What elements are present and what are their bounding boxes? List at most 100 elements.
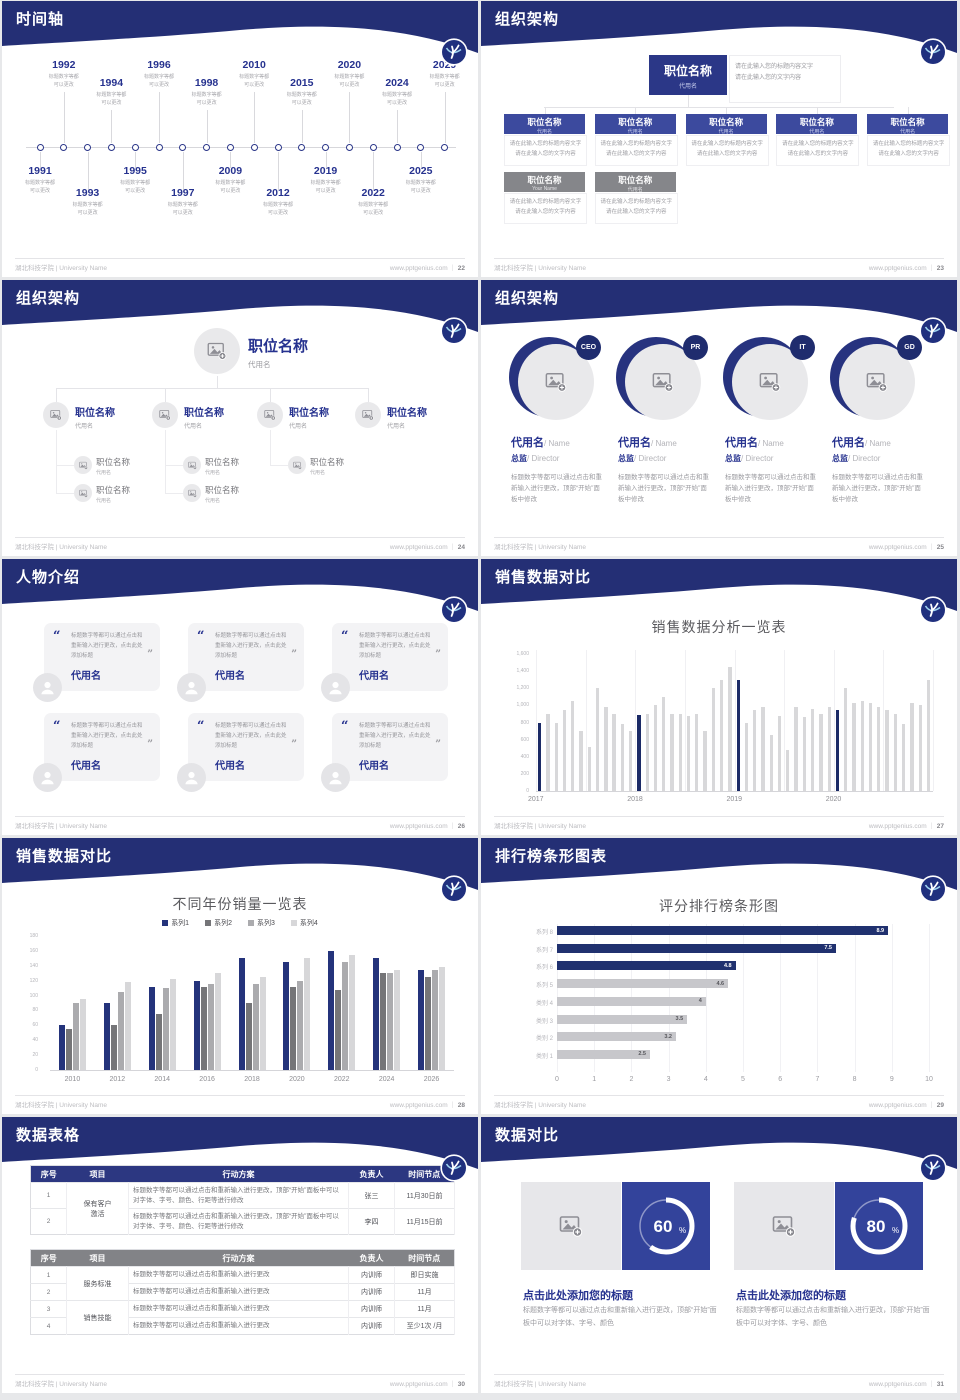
bar[interactable] [245, 1003, 252, 1070]
bar[interactable] [728, 666, 732, 791]
bar[interactable] [678, 713, 682, 791]
timeline-event[interactable]: 2012 标题数字等都 可以更改 [249, 187, 307, 216]
bar[interactable] [720, 679, 724, 791]
timeline-event[interactable]: 2024 标题数字等都 可以更改 [368, 77, 426, 106]
legend-item[interactable]: 系列3 [248, 918, 275, 928]
org-subnode[interactable]: 职位名称 代用名 [96, 484, 130, 504]
bar[interactable] [595, 688, 600, 792]
table-row[interactable]: 1 服务标准 标题数字等都可以通过点击和重新输入进行更改 内训师 即日实施 [30, 1266, 455, 1301]
bar[interactable] [868, 702, 873, 791]
org-box[interactable]: 职位名称 代用名 [504, 114, 585, 135]
timeline-dot[interactable] [345, 144, 353, 151]
slide-31-data-compare[interactable]: 数据对比 60 % 点击此处添加您的标题 标题数字等都可以通过点击和重新输入进行更改… [481, 1117, 957, 1393]
bar[interactable] [58, 1025, 65, 1070]
bar[interactable] [335, 989, 342, 1070]
timeline-dot[interactable] [322, 144, 330, 151]
bar[interactable] [387, 973, 394, 1070]
bar[interactable] [653, 705, 658, 791]
bar[interactable] [852, 702, 856, 791]
slide-22-timeline[interactable]: 时间轴 1991 标题数字等都 可以更改 1992 标题数字等都 可以更改 1993 标题数字… [2, 1, 478, 277]
bar[interactable] [304, 958, 311, 1070]
person-card[interactable]: “ 标题数字等都可以通过点击和重新输入进行更改，点击此处添加标题 ” 代用名 [44, 623, 160, 691]
bar[interactable] [297, 980, 304, 1070]
bar[interactable] [349, 954, 356, 1070]
timeline-event[interactable]: 2019 标题数字等都 可以更改 [297, 165, 355, 194]
role-card[interactable]: GD 代用名 / Name 总监 / Director 标题数字等都可以通过点击和重新… [830, 335, 928, 505]
bar[interactable] [557, 1014, 688, 1024]
slide-28-sales-grouped-chart[interactable]: 销售数据对比 不同年份销量一览表 系列1 系列2 系列3 系列4 0 20 40 60 80 10… [2, 838, 478, 1114]
table-row[interactable]: 3 销售技能 标题数字等都可以通过点击和重新输入进行更改 内训师 11月 [30, 1300, 455, 1335]
timeline-event[interactable]: 2022 标题数字等都 可以更改 [344, 187, 402, 216]
bar[interactable] [557, 996, 706, 1006]
org-box[interactable]: 职位名称 代用名 [594, 172, 676, 193]
timeline-event[interactable]: 1995 标题数字等都 可以更改 [106, 165, 164, 194]
bar[interactable] [252, 984, 259, 1070]
slide-30-data-table[interactable]: 数据表格 序号 项目 行动方案 负责人 时间节点 1 保有客户 激活 标题数字等都可以通过点击… [2, 1117, 478, 1393]
bar[interactable] [65, 1029, 72, 1070]
bar[interactable] [373, 958, 380, 1070]
org-box[interactable]: 职位名称 代用名 [867, 114, 949, 135]
timeline-dot[interactable] [179, 144, 187, 151]
timeline-event[interactable]: 1998 标题数字等都 可以更改 [178, 77, 236, 106]
org-box[interactable]: 职位名称 Your Name [504, 172, 585, 192]
slide-25-org-roles[interactable]: 组织架构 CEO 代用名 / Name 总监 / Director 标题数字等都可以通… [481, 280, 957, 556]
bar[interactable] [562, 709, 567, 791]
bar[interactable] [432, 969, 439, 1070]
bar[interactable] [557, 943, 836, 953]
person-card[interactable]: “ 标题数字等都可以通过点击和重新输入进行更改，点击此处添加标题 ” 代用名 [332, 623, 448, 691]
bar[interactable] [283, 962, 290, 1070]
bar[interactable] [571, 701, 575, 791]
bar[interactable] [777, 715, 782, 791]
bar[interactable] [910, 702, 914, 791]
org-subnode[interactable]: 职位名称 代用名 [310, 456, 344, 476]
table-row[interactable]: 1 保有客户 激活 标题数字等都可以通过点击和重新输入进行更改，顶部“开始”面板中可… [30, 1182, 455, 1235]
org-subnode[interactable]: 职位名称 代用名 [96, 456, 130, 476]
person-card[interactable]: “ 标题数字等都可以通过点击和重新输入进行更改，点击此处添加标题 ” 代用名 [44, 713, 160, 781]
org-node[interactable]: 职位名称 代用名 [289, 404, 329, 430]
timeline-dot[interactable] [131, 144, 139, 151]
bar[interactable] [885, 709, 889, 791]
timeline-dot[interactable] [369, 144, 377, 151]
bar[interactable] [604, 707, 608, 791]
bar[interactable] [193, 980, 200, 1070]
bar[interactable] [711, 688, 716, 792]
slide-27-sales-chart[interactable]: 销售数据对比 销售数据分析一览表 0 200 400 600 800 1,000 1,200… [481, 559, 957, 835]
bar[interactable] [637, 714, 641, 791]
timeline-event[interactable]: 1994 标题数字等都 可以更改 [82, 77, 140, 106]
bar[interactable] [918, 705, 922, 791]
bar[interactable] [554, 722, 558, 791]
bar[interactable] [893, 713, 897, 791]
bar[interactable] [620, 724, 625, 791]
slide-29-ranking-chart[interactable]: 排行榜条形图表 评分排行榜条形图 0 1 2 3 4 5 6 7 8 9 10 系列 8 8.9 系列 7… [481, 838, 957, 1114]
bar[interactable] [794, 707, 798, 791]
bar[interactable] [200, 986, 207, 1070]
bar[interactable] [557, 961, 736, 971]
table-row[interactable]: 4 标题数字等都可以通过点击和重新输入进行更改 内训师 至少1次 /月 [30, 1317, 455, 1335]
bar[interactable] [79, 999, 86, 1070]
timeline-event[interactable]: 1992 标题数字等都 可以更改 [35, 59, 93, 88]
table-row[interactable]: 2 标题数字等都可以通过点击和重新输入进行更改 内训师 11月 [30, 1283, 455, 1301]
bar[interactable] [827, 707, 831, 791]
timeline-dot[interactable] [393, 144, 401, 151]
slide-24-org-tree[interactable]: 组织架构 职位名称 代用名 职位名称 代用名 职位名称 代用名 职位名称 代用名 职位名称代… [2, 280, 478, 556]
bar[interactable] [418, 969, 425, 1070]
bar[interactable] [670, 713, 674, 791]
person-card[interactable]: “ 标题数字等都可以通过点击和重新输入进行更改，点击此处添加标题 ” 代用名 [188, 623, 304, 691]
bar[interactable] [328, 950, 335, 1070]
bar[interactable] [629, 731, 633, 791]
timeline-event[interactable]: 1993 标题数字等都 可以更改 [59, 187, 117, 216]
bar[interactable] [425, 976, 432, 1070]
legend-item[interactable]: 系列4 [290, 918, 318, 928]
bar[interactable] [557, 979, 729, 989]
bar[interactable] [744, 722, 749, 791]
bar[interactable] [162, 988, 169, 1070]
bar[interactable] [819, 713, 823, 791]
timeline-dot[interactable] [155, 144, 163, 151]
bar[interactable] [394, 969, 401, 1070]
bar[interactable] [901, 724, 906, 791]
org-node[interactable]: 职位名称 代用名 [387, 404, 427, 430]
timeline-event[interactable]: 2010 标题数字等都 可以更改 [225, 59, 283, 88]
org-node[interactable]: 职位名称 代用名 [75, 404, 115, 430]
bar[interactable] [753, 709, 757, 791]
bar[interactable] [207, 984, 214, 1070]
